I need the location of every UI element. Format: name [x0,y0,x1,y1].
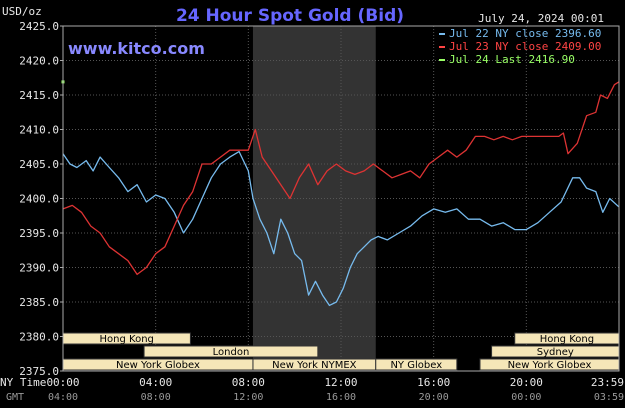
series-lines [62,81,620,307]
x-tick-label-gmt: 16:00 [326,392,356,403]
legend-swatch [439,33,445,35]
y-tick-label: 2400.0 [19,193,59,206]
x-tick-label-ny: 00:00 [46,376,79,389]
grid [63,25,619,372]
legend-entry: Jul 24 Last 2416.90 [449,53,575,66]
x-axis-label-gmt: GMT [6,392,24,403]
legend-entry: Jul 22 NY close 2396.60 [449,27,601,40]
x-tick-label-gmt: 20:00 [419,392,449,403]
y-tick-label: 2420.0 [19,55,59,68]
y-tick-label: 2405.0 [19,158,59,171]
legend-swatch [439,59,445,61]
y-tick-label: 2415.0 [19,89,59,102]
x-tick-label-ny: 12:00 [324,376,357,389]
x-axis-label-ny: NY Time [0,376,46,389]
site-label: www.kitco.com [68,39,205,58]
session-label: New York Globex [508,360,592,371]
y-tick-label: 2410.0 [19,124,59,137]
series-line-jul-22 [62,150,620,307]
session-label: Hong Kong [100,334,154,345]
session-label: NY Globex [390,360,442,371]
y-tick-label: 2425.0 [19,20,59,33]
x-tick-label-ny: 23:59 [591,376,624,389]
y-axis-ticks: 2425.0 2420.0 2415.0 2410.0 2405.0 2400.0 2395… [19,20,63,378]
session-label: Sydney [537,347,574,358]
session-bar [375,358,458,371]
session-label: New York Globex [116,360,200,371]
x-tick-label-gmt: 03:59 [594,392,624,403]
y-axis-unit: USD/oz [2,5,42,18]
date-label: July 24, 2024 00:01 [478,12,604,25]
legend-swatch [439,46,445,48]
x-tick-label-ny: 04:00 [139,376,172,389]
series-line-jul-23 [62,81,620,276]
x-tick-label-gmt: 04:00 [48,392,78,403]
x-tick-label-ny: 08:00 [232,376,265,389]
chart-title: 24 Hour Spot Gold (Bid) [176,6,404,26]
x-tick-label-gmt: 08:00 [141,392,171,403]
y-tick-label: 2380.0 [19,331,59,344]
y-tick-label: 2385.0 [19,296,59,309]
y-tick-label: 2375.0 [19,365,59,378]
x-tick-label-ny: 16:00 [417,376,450,389]
legend-entry: Jul 23 NY close 2409.00 [449,40,601,53]
x-tick-label-gmt: 00:00 [511,392,541,403]
session-label: London [213,347,250,358]
y-tick-label: 2395.0 [19,227,59,240]
x-axis-ticks: 00:00 04:00 08:00 12:00 16:00 20:00 23:59 04:00… [46,376,624,403]
session-label: New York NYMEX [272,360,357,371]
session-bar [143,345,319,358]
x-tick-label-gmt: 12:00 [233,392,263,403]
y-tick-label: 2390.0 [19,262,59,275]
x-tick-label-ny: 20:00 [510,376,543,389]
session-label: Hong Kong [540,334,594,345]
